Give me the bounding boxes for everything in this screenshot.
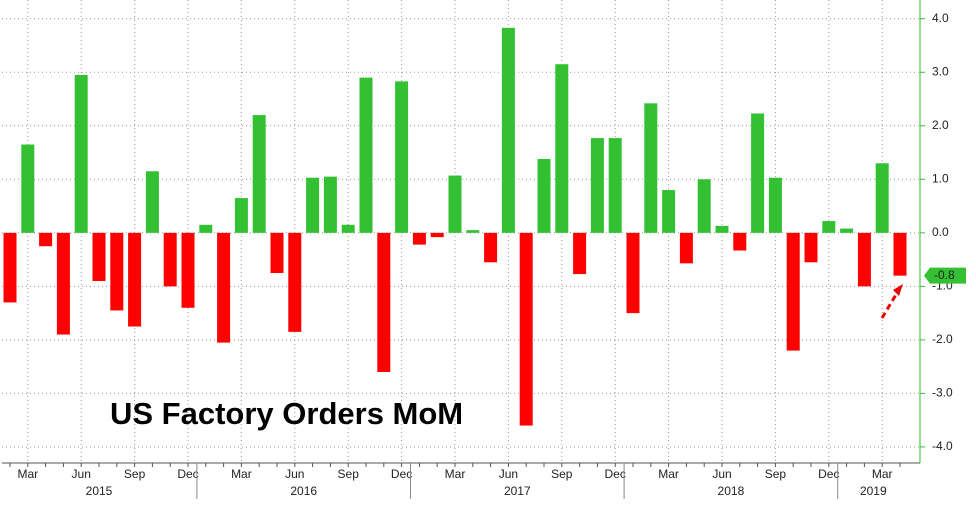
last-value-label: -0.8 bbox=[934, 268, 955, 282]
bar bbox=[608, 138, 622, 233]
x-group-label: 2017 bbox=[504, 484, 531, 498]
x-tick-label: Dec bbox=[177, 467, 198, 481]
last-value-badge bbox=[924, 267, 966, 284]
x-tick-label: Mar bbox=[658, 467, 679, 481]
x-group-label: 2015 bbox=[86, 484, 113, 498]
bar bbox=[875, 163, 889, 233]
bar bbox=[644, 103, 658, 233]
bar bbox=[573, 232, 587, 275]
bar bbox=[484, 232, 498, 263]
bar bbox=[288, 232, 302, 332]
x-tick-label: Sep bbox=[124, 467, 146, 481]
y-tick-label: -2.0 bbox=[932, 332, 953, 346]
bar bbox=[270, 232, 284, 273]
bar bbox=[163, 232, 177, 287]
bar bbox=[181, 232, 195, 308]
bar bbox=[590, 138, 604, 233]
x-tick-label: Dec bbox=[605, 467, 626, 481]
bar bbox=[804, 232, 818, 263]
x-group-label: 2019 bbox=[860, 484, 887, 498]
bar bbox=[501, 27, 515, 233]
bar bbox=[145, 171, 159, 233]
bar bbox=[893, 232, 907, 276]
y-tick-label: 2.0 bbox=[932, 118, 949, 132]
bar bbox=[537, 158, 551, 233]
arrow-head bbox=[893, 284, 903, 296]
bar bbox=[252, 115, 266, 233]
bar bbox=[430, 232, 444, 238]
bar bbox=[679, 232, 693, 264]
bar bbox=[74, 74, 88, 233]
bar bbox=[857, 232, 871, 287]
y-tick-label: 0.0 bbox=[932, 225, 949, 239]
bar bbox=[768, 177, 782, 233]
bar bbox=[92, 232, 106, 282]
bar bbox=[56, 232, 70, 335]
chart-title: US Factory Orders MoM bbox=[110, 396, 463, 431]
bar bbox=[751, 113, 765, 233]
bar bbox=[412, 232, 426, 245]
bar bbox=[306, 177, 320, 233]
x-tick-label: Jun bbox=[712, 467, 731, 481]
x-tick-label: Sep bbox=[765, 467, 787, 481]
arrow bbox=[880, 292, 899, 319]
bar bbox=[128, 232, 142, 327]
x-tick-label: Jun bbox=[72, 467, 91, 481]
bar bbox=[519, 232, 533, 426]
x-group-label: 2018 bbox=[718, 484, 745, 498]
x-group-label: 2016 bbox=[290, 484, 317, 498]
bar bbox=[3, 232, 17, 303]
x-tick-label: Sep bbox=[551, 467, 573, 481]
x-tick-label: Dec bbox=[818, 467, 839, 481]
bar bbox=[110, 232, 124, 311]
bar bbox=[697, 179, 711, 233]
bar bbox=[840, 228, 854, 233]
x-tick-label: Mar bbox=[17, 467, 38, 481]
bar bbox=[555, 64, 569, 233]
y-tick-label: 1.0 bbox=[932, 171, 949, 185]
bar bbox=[715, 225, 729, 233]
bar bbox=[377, 232, 391, 373]
x-tick-label: Sep bbox=[338, 467, 360, 481]
x-tick-label: Mar bbox=[445, 467, 466, 481]
bar bbox=[626, 232, 640, 314]
bar bbox=[234, 198, 248, 233]
y-tick-label: 4.0 bbox=[932, 11, 949, 25]
y-tick-label: 3.0 bbox=[932, 64, 949, 78]
bar bbox=[733, 232, 747, 251]
bar bbox=[786, 232, 800, 351]
y-tick-label: -3.0 bbox=[932, 386, 953, 400]
x-tick-label: Jun bbox=[285, 467, 304, 481]
bar bbox=[323, 176, 337, 233]
y-tick-label: -4.0 bbox=[932, 439, 953, 453]
bar bbox=[395, 81, 409, 233]
x-tick-label: Mar bbox=[872, 467, 893, 481]
bar bbox=[662, 190, 676, 233]
bar bbox=[359, 77, 373, 233]
x-tick-label: Mar bbox=[231, 467, 252, 481]
bar bbox=[822, 221, 836, 233]
bar bbox=[217, 232, 231, 343]
bar bbox=[21, 144, 35, 233]
bar bbox=[199, 224, 213, 233]
bar bbox=[39, 232, 53, 247]
bar bbox=[448, 175, 462, 233]
x-tick-label: Dec bbox=[391, 467, 412, 481]
bar bbox=[341, 224, 355, 233]
x-tick-label: Jun bbox=[499, 467, 518, 481]
bar bbox=[466, 230, 480, 233]
